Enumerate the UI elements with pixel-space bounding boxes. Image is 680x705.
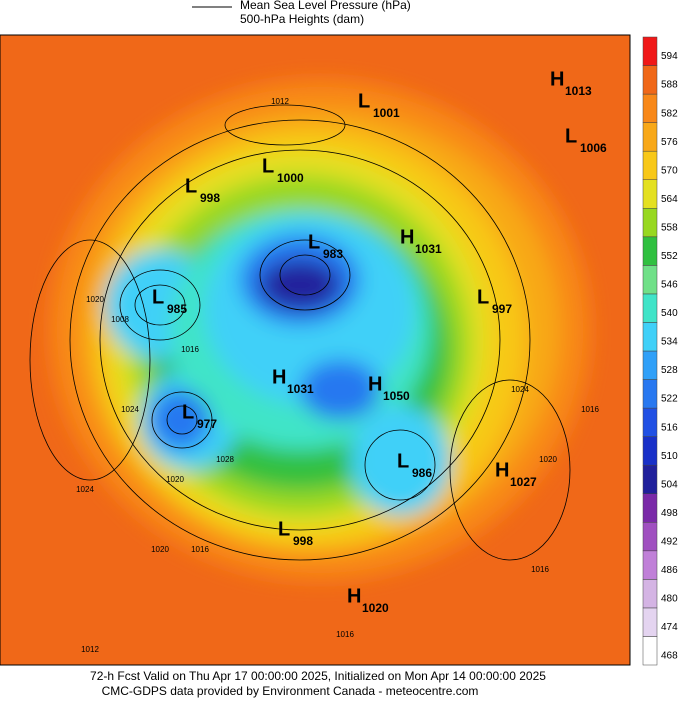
center-value: 983 xyxy=(323,247,343,261)
isobar-label: 1016 xyxy=(336,630,354,639)
colorbar-bin xyxy=(642,36,658,66)
colorbar-bin xyxy=(642,93,658,123)
isobar-label: 1016 xyxy=(181,345,199,354)
isobar-label: 1016 xyxy=(531,565,549,574)
legend-heights: 500-hPa Heights (dam) xyxy=(240,12,364,26)
isobar-label: 1020 xyxy=(539,455,557,464)
center-letter: L xyxy=(182,401,194,423)
colorbar-bin xyxy=(642,350,658,380)
colorbar-bin xyxy=(642,122,658,152)
footer-credit: CMC-GDPS data provided by Environment Ca… xyxy=(102,684,479,698)
center-letter: L xyxy=(477,286,489,308)
colorbar-label: 564 xyxy=(661,194,678,205)
colorbar-label: 468 xyxy=(661,651,678,662)
isobar-label: 1020 xyxy=(151,545,169,554)
colorbar-label: 504 xyxy=(661,479,678,490)
center-letter: H xyxy=(347,585,361,607)
isobar-label: 1012 xyxy=(271,97,289,106)
isobar-label: 1024 xyxy=(121,405,139,414)
colorbar-bin xyxy=(642,150,658,180)
center-letter: L xyxy=(278,518,290,540)
center-value: 977 xyxy=(197,417,217,431)
center-letter: H xyxy=(272,366,286,388)
footer-valid: 72-h Fcst Valid on Thu Apr 17 00:00:00 2… xyxy=(90,669,546,683)
center-value: 1020 xyxy=(362,601,389,615)
center-value: 997 xyxy=(492,302,512,316)
isobar-label: 1020 xyxy=(86,295,104,304)
colorbar-bin xyxy=(642,607,658,637)
center-letter: H xyxy=(368,373,382,395)
isobar-label: 1012 xyxy=(81,645,99,654)
colorbar-label: 594 xyxy=(661,51,678,62)
colorbar-bin xyxy=(642,236,658,266)
colorbar-bin xyxy=(642,379,658,409)
center-value: 1001 xyxy=(373,106,400,120)
center-letter: H xyxy=(400,226,414,248)
colorbar-bin xyxy=(642,550,658,580)
center-value: 998 xyxy=(200,191,220,205)
colorbar-label: 552 xyxy=(661,251,678,262)
colorbar-label: 534 xyxy=(661,337,678,348)
isobar-label: 1028 xyxy=(216,455,234,464)
colorbar-label: 522 xyxy=(661,394,678,405)
center-value: 1031 xyxy=(287,382,314,396)
colorbar-bin xyxy=(642,636,658,666)
colorbar-bin xyxy=(642,322,658,352)
colorbar-label: 486 xyxy=(661,565,678,576)
colorbar-bin xyxy=(642,265,658,295)
colorbar-label: 516 xyxy=(661,422,678,433)
center-value: 1006 xyxy=(580,141,607,155)
colorbar-bin xyxy=(642,464,658,494)
colorbar-label: 540 xyxy=(661,308,678,319)
colorbar-bin xyxy=(642,65,658,95)
colorbar-bin xyxy=(642,493,658,523)
center-value: 1031 xyxy=(415,242,442,256)
isobar-label: 1016 xyxy=(581,405,599,414)
center-value: 1000 xyxy=(277,171,304,185)
center-value: 986 xyxy=(412,466,432,480)
center-letter: L xyxy=(308,231,320,253)
colorbar-label: 582 xyxy=(661,108,678,119)
colorbar-label: 588 xyxy=(661,80,678,91)
map: H1013L1001L1006L1000L998H1031L983L985L99… xyxy=(0,35,630,665)
colorbar-bin xyxy=(642,293,658,323)
center-value: 1027 xyxy=(510,475,537,489)
center-value: 985 xyxy=(167,302,187,316)
center-letter: L xyxy=(565,125,577,147)
map-frame xyxy=(0,34,631,666)
isobar-label: 1024 xyxy=(511,385,529,394)
colorbar-label: 474 xyxy=(661,622,678,633)
colorbar-bin xyxy=(642,179,658,209)
colorbar-label: 510 xyxy=(661,451,678,462)
center-letter: H xyxy=(495,459,509,481)
center-letter: L xyxy=(397,450,409,472)
center-value: 1050 xyxy=(383,389,410,403)
center-value: 1013 xyxy=(565,84,592,98)
center-letter: L xyxy=(185,175,197,197)
colorbar-label: 576 xyxy=(661,137,678,148)
isobar-label: 1016 xyxy=(191,545,209,554)
colorbar-label: 546 xyxy=(661,280,678,291)
isobar-label: 1024 xyxy=(76,485,94,494)
colorbar-bin xyxy=(642,436,658,466)
colorbar-label: 558 xyxy=(661,222,678,233)
center-letter: L xyxy=(358,90,370,112)
colorbar-bin xyxy=(642,579,658,609)
colorbar-bin xyxy=(642,208,658,238)
colorbar-label: 492 xyxy=(661,536,678,547)
colorbar-label: 498 xyxy=(661,508,678,519)
center-letter: L xyxy=(262,155,274,177)
center-letter: H xyxy=(550,68,564,90)
legend-pressure: Mean Sea Level Pressure (hPa) xyxy=(240,0,411,12)
center-value: 998 xyxy=(293,534,313,548)
colorbar-bin xyxy=(642,407,658,437)
colorbar-label: 528 xyxy=(661,365,678,376)
colorbar-bin xyxy=(642,522,658,552)
center-letter: L xyxy=(152,286,164,308)
colorbar-label: 480 xyxy=(661,594,678,605)
colorbar-label: 570 xyxy=(661,165,678,176)
isobar-label: 1020 xyxy=(166,475,184,484)
isobar-label: 1008 xyxy=(111,315,129,324)
